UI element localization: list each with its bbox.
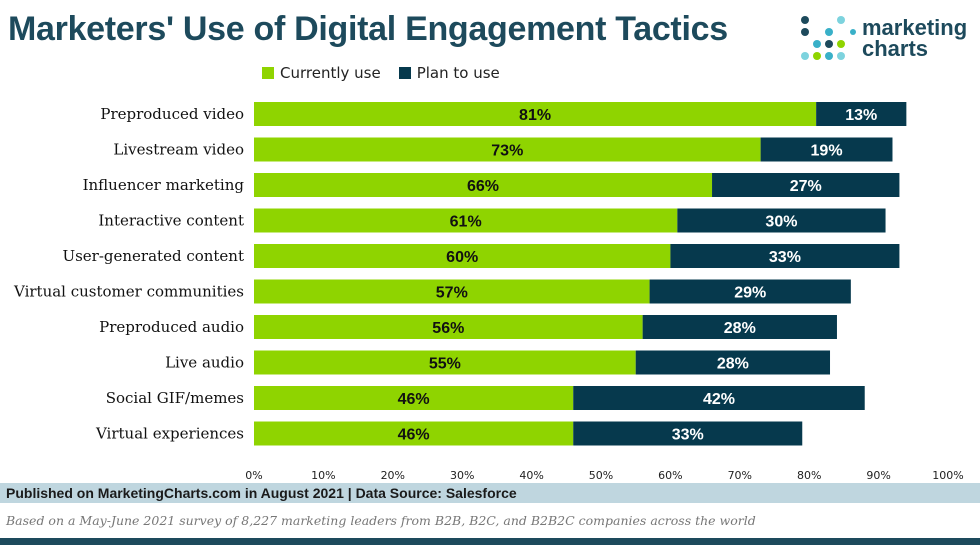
data-label-current: 46%: [398, 391, 430, 408]
data-label-current: 55%: [429, 356, 461, 373]
bar-current: [254, 315, 643, 339]
data-label-plan: 42%: [703, 391, 735, 408]
bar-current: [254, 350, 636, 375]
bar-plan: [635, 350, 831, 375]
legend-swatch-current: [262, 67, 274, 79]
data-label-plan: 30%: [765, 214, 797, 231]
category-label: Preproduced audio: [99, 318, 244, 336]
footer-band: Published on MarketingCharts.com in Augu…: [0, 483, 980, 503]
data-label-plan: 27%: [790, 178, 822, 195]
data-label-plan: 28%: [717, 356, 749, 373]
bar-current: [254, 386, 574, 410]
bar-current: [254, 208, 678, 233]
category-label: Interactive content: [98, 212, 244, 230]
data-label-plan: 13%: [845, 107, 877, 124]
logo-line2: charts: [862, 36, 929, 61]
bar-plan: [573, 386, 865, 410]
bar-plan: [642, 315, 837, 339]
category-label: User-generated content: [62, 247, 244, 265]
category-label: Live audio: [165, 354, 244, 372]
legend-swatch-plan: [398, 67, 411, 79]
data-label-current: 81%: [519, 107, 551, 124]
data-label-plan: 33%: [672, 427, 704, 444]
data-label-plan: 29%: [734, 285, 766, 302]
category-label: Virtual experiences: [95, 425, 244, 443]
category-label: Social GIF/memes: [106, 389, 244, 407]
data-label-plan: 33%: [769, 249, 801, 266]
bar-current: [254, 279, 650, 304]
data-label-plan: 28%: [724, 320, 756, 337]
logo-line1: marketing: [862, 15, 968, 40]
bar-current: [254, 102, 817, 126]
data-label-current: 60%: [446, 249, 478, 266]
x-tick-label: 30%: [450, 469, 474, 480]
bar-plan: [670, 244, 900, 268]
x-tick-label: 50%: [589, 469, 613, 480]
logo-dots-icon: [801, 16, 856, 60]
data-label-current: 57%: [436, 285, 468, 302]
bottom-rule: [0, 538, 980, 545]
data-label-current: 61%: [450, 214, 482, 231]
bar-current: [254, 421, 574, 446]
legend-item-plan: Plan to use: [398, 64, 500, 82]
legend-label-plan: Plan to use: [416, 64, 500, 82]
category-label: Influencer marketing: [83, 176, 245, 194]
x-tick-label: 80%: [797, 469, 821, 480]
bar-plan: [677, 208, 886, 233]
x-tick-label: 10%: [311, 469, 335, 480]
category-label: Livestream video: [113, 141, 244, 159]
x-tick-label: 20%: [381, 469, 405, 480]
bar-plan: [760, 137, 893, 162]
data-label-current: 73%: [491, 143, 523, 160]
data-label-plan: 19%: [811, 143, 843, 160]
survey-note: Based on a May-June 2021 survey of 8,227…: [6, 513, 756, 528]
data-label-current: 46%: [398, 427, 430, 444]
bar-plan: [712, 173, 900, 197]
x-tick-label: 0%: [245, 469, 262, 480]
bar-plan: [573, 421, 803, 446]
category-label: Virtual customer communities: [13, 283, 244, 301]
footer-source: Published on MarketingCharts.com in Augu…: [6, 485, 517, 501]
legend-label-current: Currently use: [280, 64, 381, 82]
category-label: Preproduced video: [100, 105, 244, 123]
x-tick-label: 90%: [866, 469, 890, 480]
x-tick-label: 70%: [728, 469, 752, 480]
chart-title: Marketers' Use of Digital Engagement Tac…: [8, 10, 728, 48]
data-label-current: 66%: [467, 178, 499, 195]
legend-item-current: Currently use: [262, 64, 381, 82]
data-label-current: 56%: [432, 320, 464, 337]
legend: Currently use Plan to use: [262, 64, 500, 82]
bar-current: [254, 244, 671, 268]
x-tick-label: 40%: [519, 469, 543, 480]
marketingcharts-logo: marketing charts: [800, 14, 975, 64]
x-tick-label: 100%: [932, 469, 963, 480]
x-tick-label: 60%: [658, 469, 682, 480]
bar-plan: [816, 102, 907, 126]
stacked-bar-chart: Preproduced video 81% 13% Livestream video 7…: [13, 102, 964, 480]
bar-current: [254, 137, 761, 162]
bar-current: [254, 173, 713, 197]
bar-plan: [649, 279, 851, 304]
